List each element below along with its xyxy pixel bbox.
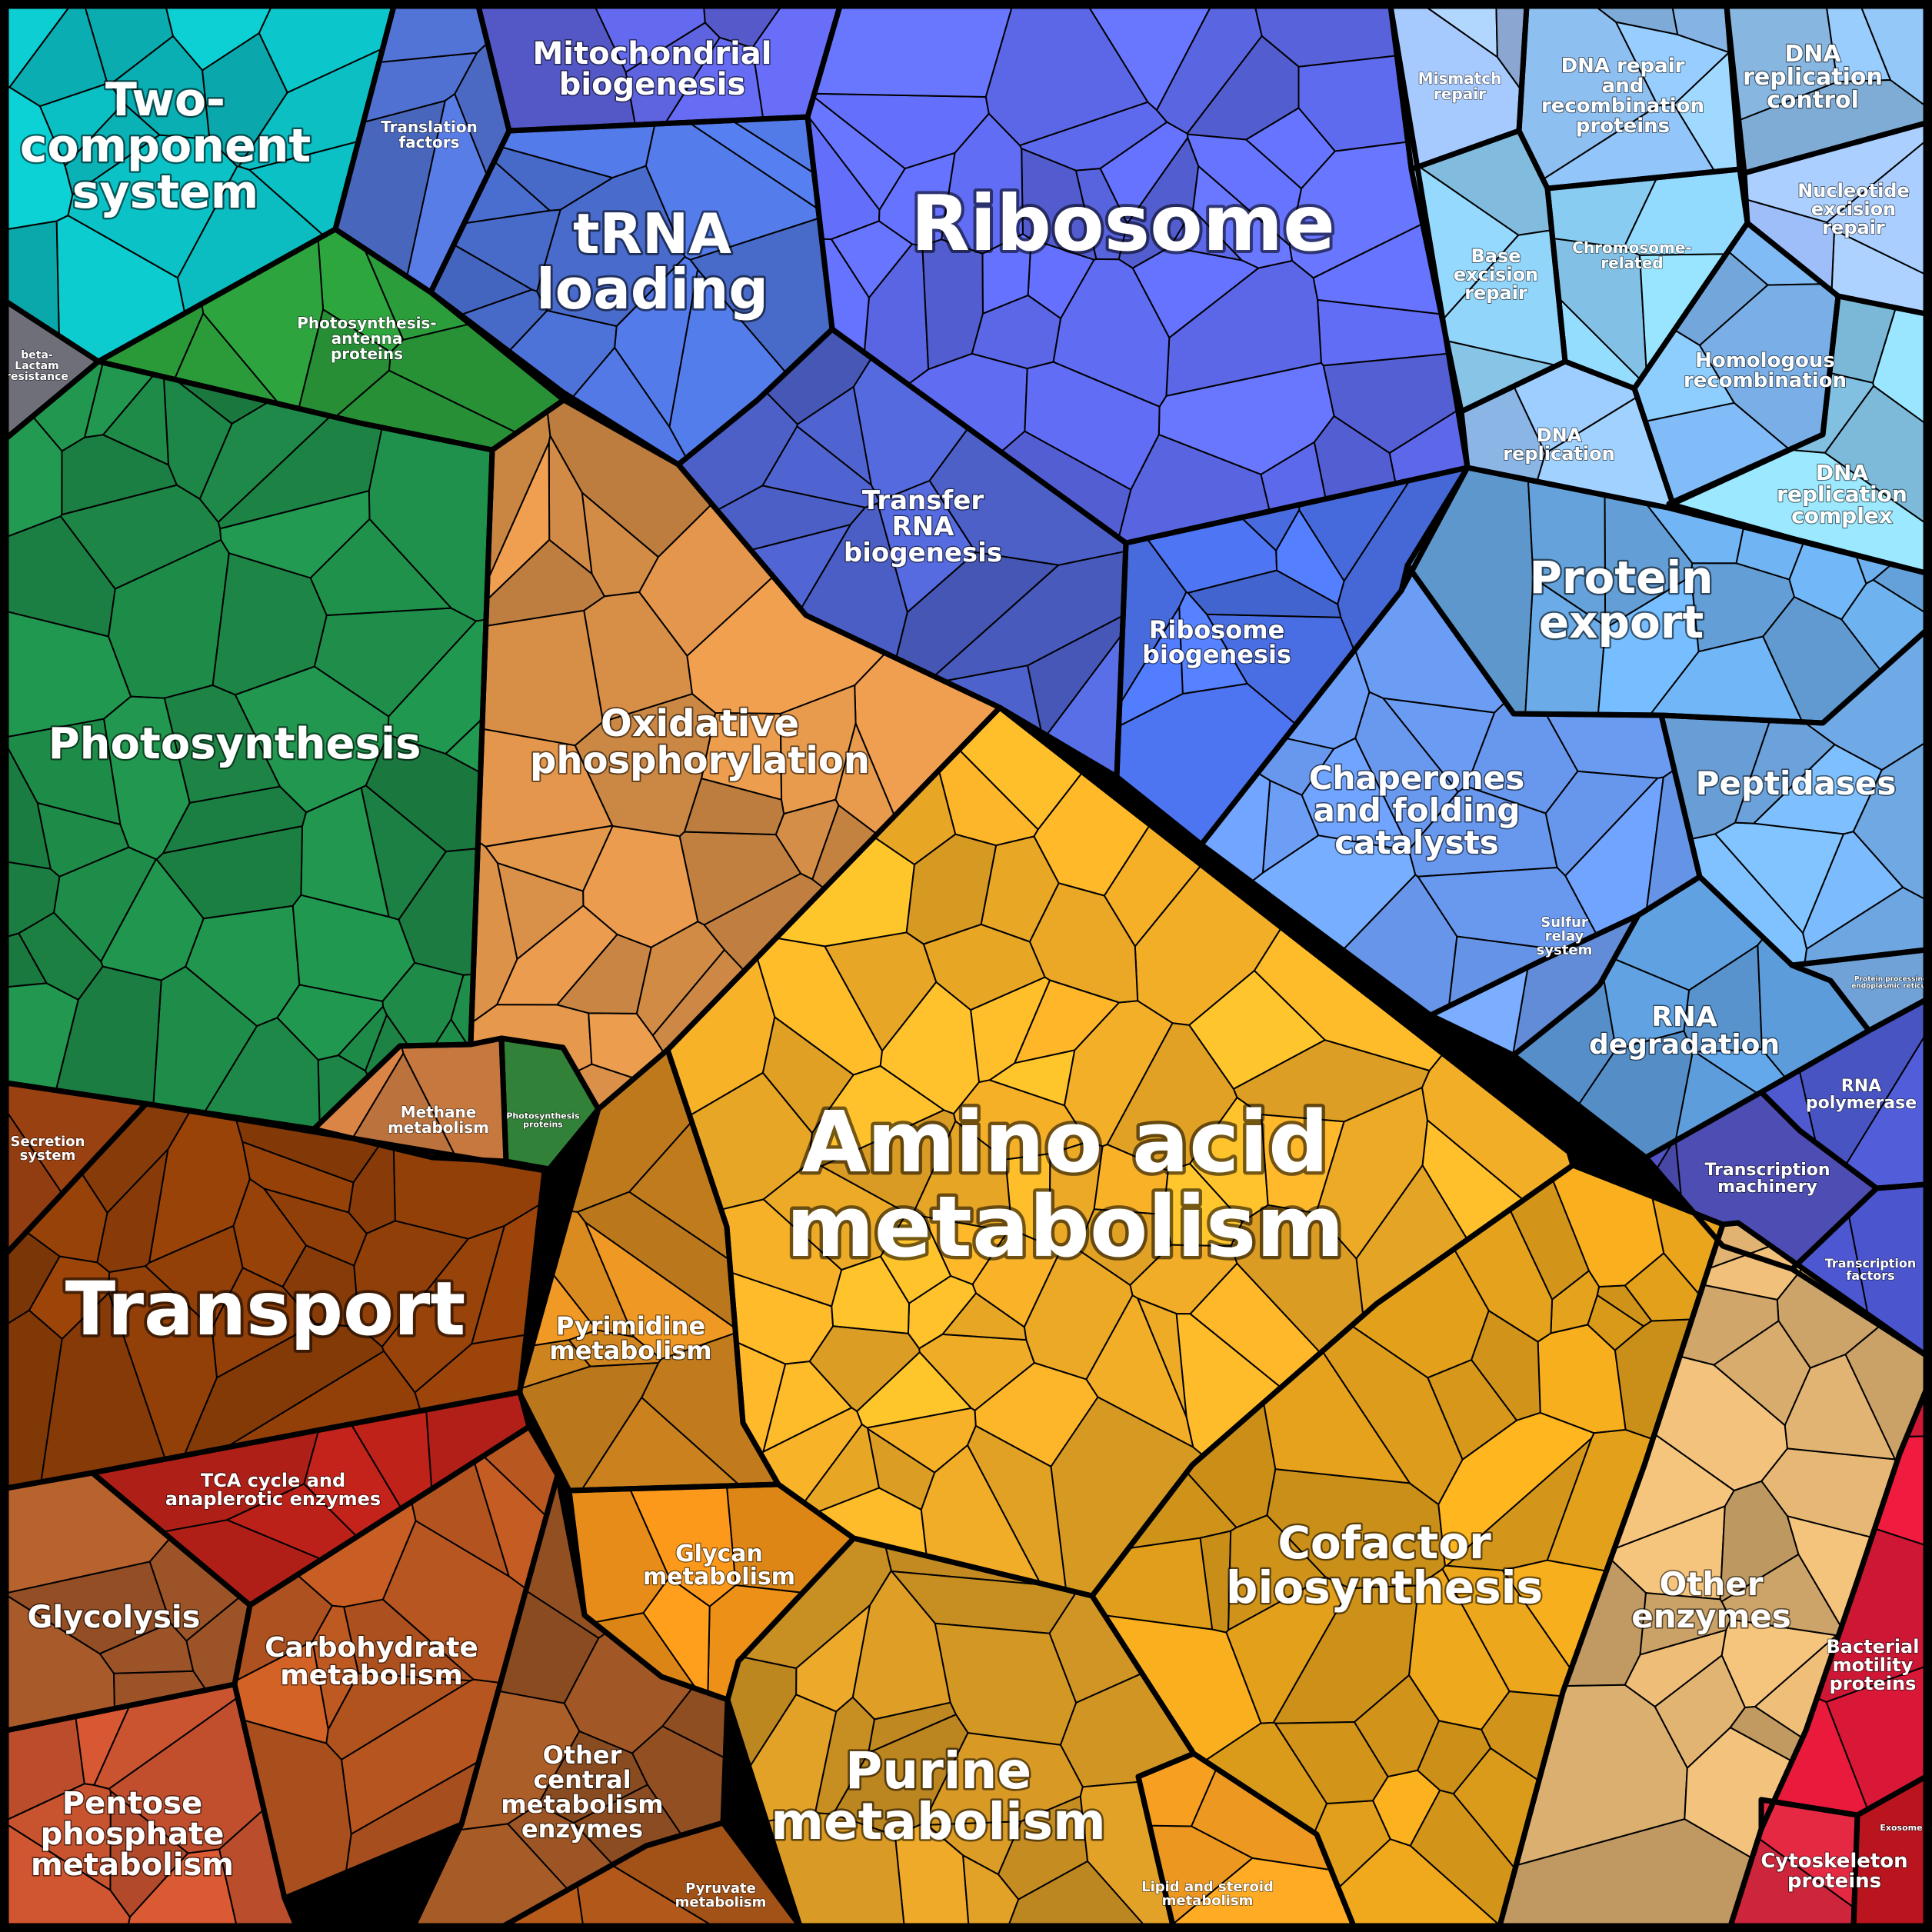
- chaperones-protein-cell: [1284, 648, 1371, 750]
- transport-label: Transport: [65, 1266, 465, 1352]
- amino-acid-metabolism-protein-cell: [1189, 1097, 1269, 1223]
- mitochondrial-biogenesis-label: Mitochondrial biogenesis: [532, 36, 771, 102]
- lipid-steroid-metabolism-label: Lipid and steroid metabolism: [1141, 1879, 1274, 1909]
- oxidative-phosphorylation-protein-cell: [496, 904, 618, 1006]
- carbohydrate-metabolism-label: Carbohydrate metabolism: [265, 1632, 478, 1691]
- cofactor-biosynthesis-label: Cofactor biosynthesis: [1226, 1517, 1543, 1614]
- tca-cycle-label: TCA cycle and anaplerotic enzymes: [165, 1470, 381, 1510]
- peptidases-protein-cell: [1753, 744, 1883, 835]
- ribosome-protein-cell: [813, 5, 1013, 98]
- photosynthesis-protein-cell: [309, 518, 452, 616]
- transcription-machinery-label: Transcription machinery: [1704, 1161, 1830, 1197]
- glycolysis-protein-cell: [98, 1622, 195, 1674]
- oxidative-phosphorylation-protein-cell: [481, 609, 605, 747]
- pyruvate-metabolism-label: Pyruvate metabolism: [675, 1880, 767, 1910]
- dna-repair-recombination-label: DNA repair and recombination proteins: [1541, 55, 1704, 138]
- amino-acid-metabolism-protein-cell: [1023, 1248, 1134, 1381]
- photosynthesis-proteins-label: Photosynthesis proteins: [506, 1111, 580, 1129]
- pyrimidine-metabolism-region: [516, 1047, 781, 1494]
- cofactor-biosynthesis-protein-cell: [1227, 1514, 1327, 1631]
- ribosome-protein-cell: [878, 152, 956, 247]
- translation-factors-label: Translation factors: [381, 118, 478, 152]
- mismatch-repair-label: Mismatch repair: [1418, 69, 1502, 103]
- methane-metabolism-label: Methane metabolism: [388, 1103, 489, 1137]
- ribosome-biogenesis-protein-cell: [1178, 591, 1248, 695]
- beta-lactam-resistance-label: beta-Lactam resistance: [5, 349, 68, 383]
- ribosome-label: Ribosome: [911, 178, 1335, 268]
- glycolysis-label: Glycolysis: [28, 1600, 201, 1635]
- photosynthesis-protein-cell: [18, 911, 104, 1001]
- two-component-system-label: Two-component system: [20, 73, 311, 219]
- amino-acid-metabolism-protein-cell: [974, 1362, 1099, 1467]
- ribosome-protein-cell: [1187, 133, 1302, 247]
- peptidases-label: Peptidases: [1696, 764, 1897, 802]
- protein-processing-er-label: Protein processing in endoplasmic reticul…: [1851, 976, 1932, 991]
- purine-metabolism-protein-cell: [868, 1701, 957, 1754]
- protein-export-label: Protein export: [1529, 551, 1713, 648]
- trna-loading-label: tRNA loading: [536, 202, 768, 321]
- purine-metabolism-label: Purine metabolism: [771, 1741, 1106, 1851]
- photosynthesis-antenna-label: Photosynthesis-antenna proteins: [297, 314, 436, 363]
- amino-acid-metabolism-protein-cell: [905, 833, 998, 945]
- sulfur-relay-label: Sulfur relay system: [1537, 914, 1593, 958]
- base-excision-repair-label: Base excision repair: [1454, 245, 1538, 304]
- ribosome-protein-cell: [1052, 258, 1171, 408]
- rna-degradation-label: RNA degradation: [1589, 1001, 1780, 1061]
- dna-replication-label: DNA replication: [1503, 425, 1614, 465]
- photosynthesis-label: Photosynthesis: [48, 719, 421, 769]
- nucleotide-excision-repair-label: Nucleotide excision repair: [1797, 180, 1910, 238]
- ribosome-biogenesis-label: Ribosome biogenesis: [1142, 615, 1291, 669]
- ribosome-protein-cell: [981, 233, 1032, 315]
- amino-acid-metabolism-protein-cell: [1077, 1208, 1172, 1286]
- glycan-metabolism-label: Glycan metabolism: [643, 1541, 795, 1591]
- oxidative-phosphorylation-label: Oxidative phosphorylation: [530, 702, 870, 782]
- bacterial-motility-label: Bacterial motility proteins: [1827, 1636, 1920, 1694]
- dna-replication-control-label: DNA replication control: [1743, 41, 1883, 114]
- photosynthesis-protein-cell: [103, 695, 191, 861]
- pentose-phosphate-label: Pentose phosphate metabolism: [31, 1786, 234, 1883]
- amino-acid-metabolism-protein-cell: [941, 1292, 1028, 1341]
- trna-loading-protein-cell: [493, 146, 614, 212]
- transport-protein-cell: [232, 1178, 307, 1288]
- rna-degradation-protein-cell: [1602, 958, 1690, 1051]
- ribosome-protein-cell: [1288, 140, 1427, 279]
- homologous-recombination-label: Homologous recombination: [1684, 349, 1847, 392]
- amino-acid-metabolism-protein-cell: [808, 1065, 945, 1168]
- cofactor-biosynthesis-protein-cell: [1437, 1411, 1595, 1567]
- ribosome-biogenesis-protein-cell: [1187, 569, 1342, 618]
- purine-metabolism-protein-cell: [922, 1732, 1084, 1826]
- other-enzymes-label: Other enzymes: [1631, 1565, 1790, 1635]
- transcription-factors-label: Transcription factors: [1825, 1256, 1917, 1283]
- photosynthesis-protein-cell: [291, 894, 416, 1002]
- dna-replication-complex-label: DNA replication complex: [1777, 460, 1907, 528]
- oxidative-phosphorylation-protein-cell: [485, 824, 614, 892]
- exosome-label: Exosome: [1880, 1823, 1922, 1833]
- other-enzymes-protein-cell: [1654, 1654, 1746, 1769]
- chaperones-label: Chaperones and folding catalysts: [1309, 759, 1525, 861]
- chromosome-related-label: Chromosome-related: [1572, 238, 1691, 272]
- amino-acid-metabolism-protein-cell: [953, 1079, 1089, 1161]
- amino-acid-metabolism-protein-cell: [1093, 1144, 1169, 1215]
- cofactor-biosynthesis-protein-cell: [1354, 1674, 1440, 1777]
- other-enzymes-protein-cell: [1679, 1284, 1780, 1366]
- other-central-metabolism-label: Other central metabolism enzymes: [501, 1740, 663, 1844]
- cytoskeleton-proteins-label: Cytoskeleton proteins: [1760, 1850, 1907, 1893]
- translation-factors-protein-cell: [378, 5, 488, 63]
- amino-acid-metabolism-label: Amino acid metabolism: [786, 1093, 1344, 1276]
- ribosome-biogenesis-protein-cell: [1275, 509, 1345, 605]
- rna-polymerase-label: RNA polymerase: [1806, 1077, 1917, 1113]
- carbohydrate-metabolism-protein-cell: [325, 1672, 471, 1760]
- amino-acid-metabolism-protein-cell: [867, 1427, 936, 1511]
- transport-protein-cell: [381, 1225, 505, 1394]
- oxidative-phosphorylation-protein-cell: [583, 591, 693, 723]
- transfer-rna-biogenesis-protein-cell: [796, 386, 872, 486]
- two-component-system-protein-cell: [109, 35, 211, 141]
- photosynthesis-proteins-region: [498, 1035, 601, 1172]
- secretion-system-label: Secretion system: [11, 1134, 85, 1164]
- transfer-rna-biogenesis-label: Transfer RNA biogenesis: [844, 485, 1002, 568]
- pyrimidine-metabolism-label: Pyrimidine metabolism: [549, 1311, 711, 1365]
- amino-acid-metabolism-protein-cell: [1014, 979, 1120, 1064]
